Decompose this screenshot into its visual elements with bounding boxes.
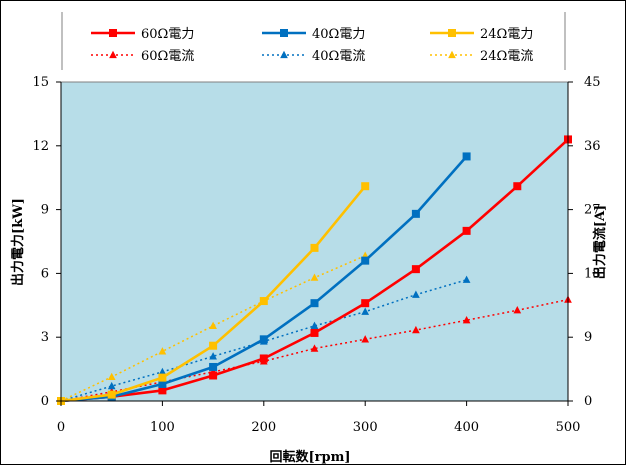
data-point — [107, 381, 116, 390]
legend-marker — [280, 29, 288, 37]
x-tick-label: 300 — [353, 420, 378, 435]
data-point — [361, 182, 370, 191]
data-point — [361, 307, 370, 315]
x-axis-title: 回転数[rpm] — [270, 449, 351, 465]
legend-label: 60Ω電力 — [141, 27, 194, 42]
data-point — [412, 290, 420, 298]
legend-label: 24Ω電流 — [480, 49, 533, 64]
data-point — [462, 226, 471, 235]
y-left-tick-label: 6 — [41, 266, 49, 281]
y-right-tick-label: 27 — [584, 203, 601, 218]
data-point — [107, 390, 116, 399]
data-point — [209, 371, 218, 380]
legend-label: 40Ω電力 — [312, 27, 365, 42]
data-point — [411, 265, 420, 274]
x-tick-label: 500 — [556, 420, 581, 435]
data-point — [310, 273, 319, 281]
legend-marker — [280, 50, 288, 59]
data-point — [158, 379, 167, 388]
data-point — [310, 328, 319, 337]
legend-label: 60Ω電流 — [141, 49, 194, 64]
data-point — [310, 344, 319, 352]
data-point — [209, 341, 218, 350]
y-left-tick-label: 3 — [41, 330, 49, 345]
legend-item: 24Ω電力 — [430, 27, 533, 42]
legend-label: 40Ω電流 — [312, 49, 365, 64]
data-point — [259, 335, 268, 344]
legend-label: 24Ω電力 — [480, 27, 533, 42]
legend-item: 60Ω電流 — [91, 49, 194, 64]
x-tick-label: 0 — [57, 420, 65, 435]
data-point — [462, 315, 471, 324]
y-left-tick-label: 15 — [32, 75, 49, 90]
y-left-tick-label: 0 — [41, 394, 49, 409]
legend-marker — [448, 29, 456, 37]
data-point — [462, 152, 471, 161]
y-right-tick-label: 36 — [584, 139, 601, 154]
legend-item: 40Ω電力 — [262, 27, 365, 42]
data-point — [361, 299, 370, 308]
data-point — [158, 347, 167, 355]
data-point — [513, 182, 522, 191]
data-point — [209, 362, 218, 371]
data-point — [259, 354, 268, 363]
data-point — [158, 367, 167, 376]
data-point — [361, 335, 370, 343]
legend-marker — [109, 50, 117, 59]
legend: 60Ω電力 40Ω電力 24Ω電力 60Ω電流 40Ω電流 24Ω電流 — [61, 12, 566, 70]
legend-marker — [448, 50, 456, 59]
series-line — [60, 298, 569, 402]
plot-layer — [60, 81, 569, 402]
y-right-tick-label: 9 — [584, 330, 592, 345]
data-point — [158, 373, 167, 382]
legend-marker — [109, 29, 117, 37]
data-point — [411, 209, 420, 218]
y-left-tick-label: 9 — [41, 203, 49, 218]
plot-area — [60, 81, 569, 402]
legend-item: 40Ω電流 — [262, 49, 365, 64]
data-point — [209, 321, 217, 330]
y-left-axis-title: 出力電力[kW] — [10, 198, 26, 286]
legend-item: 60Ω電力 — [91, 27, 194, 42]
data-point — [259, 297, 268, 306]
data-point — [158, 386, 167, 395]
data-point — [361, 256, 370, 265]
data-point — [107, 372, 116, 381]
data-point — [310, 321, 319, 330]
data-point — [462, 275, 471, 283]
x-tick-label: 100 — [150, 420, 175, 435]
y-right-tick-label: 18 — [584, 266, 601, 281]
x-tick-label: 200 — [251, 420, 276, 435]
y-right-axis-title: 出力電流[A] — [592, 205, 608, 279]
data-point — [209, 352, 217, 360]
data-point — [513, 306, 522, 314]
y-left-tick-label: 12 — [32, 139, 49, 154]
data-point — [310, 299, 319, 308]
data-point — [310, 243, 319, 252]
legend-item: 24Ω電流 — [430, 49, 533, 64]
x-tick-label: 400 — [454, 420, 479, 435]
data-point — [412, 325, 420, 334]
y-right-tick-label: 45 — [584, 75, 601, 90]
y-right-tick-label: 0 — [584, 394, 592, 409]
